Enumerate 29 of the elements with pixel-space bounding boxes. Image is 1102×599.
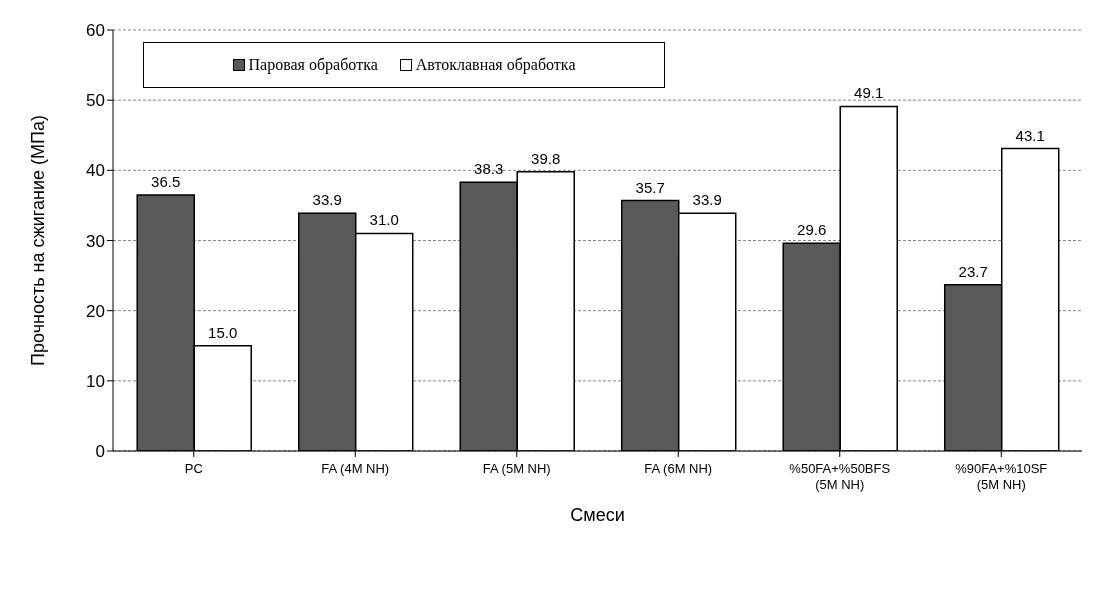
y-tick-label: 40 xyxy=(86,161,105,181)
data-label: 38.3 xyxy=(474,160,504,178)
x-tick-label: FA (6M NH) xyxy=(644,461,713,476)
data-label: 15.0 xyxy=(208,323,238,341)
y-tick-label: 20 xyxy=(86,301,105,321)
y-tick-label: 30 xyxy=(86,231,105,251)
data-label: 49.1 xyxy=(854,84,884,102)
y-axis-title: Прочность на сжигание (МПа) xyxy=(28,115,49,366)
y-tick-label: 60 xyxy=(86,21,105,41)
data-label: 36.5 xyxy=(151,172,181,190)
data-label: 39.8 xyxy=(531,149,561,167)
data-label: 35.7 xyxy=(635,178,665,196)
x-tick-label: FA (4M NH) xyxy=(321,461,390,476)
y-tick-label: 0 xyxy=(95,442,105,462)
y-tick-label: 50 xyxy=(86,91,105,111)
x-tick-label: %50FA+%50BFS (5M NH) xyxy=(789,461,891,492)
data-label: 33.9 xyxy=(692,191,722,209)
x-axis-title: Смеси xyxy=(570,505,625,525)
data-label: 29.6 xyxy=(797,221,827,239)
legend-label: Автоклавная обработка xyxy=(415,56,576,74)
legend-label: Паровая обработка xyxy=(248,56,378,74)
data-label: 33.9 xyxy=(312,191,342,209)
data-label: 43.1 xyxy=(1015,126,1045,144)
x-tick-label: FA (5M NH) xyxy=(482,461,551,476)
x-tick-label: PC xyxy=(184,461,203,476)
data-label: 31.0 xyxy=(369,211,399,229)
x-tick-label: %90FA+%10SF (5M NH) xyxy=(955,461,1048,492)
y-tick-label: 10 xyxy=(86,371,105,391)
data-label: 23.7 xyxy=(958,262,988,280)
